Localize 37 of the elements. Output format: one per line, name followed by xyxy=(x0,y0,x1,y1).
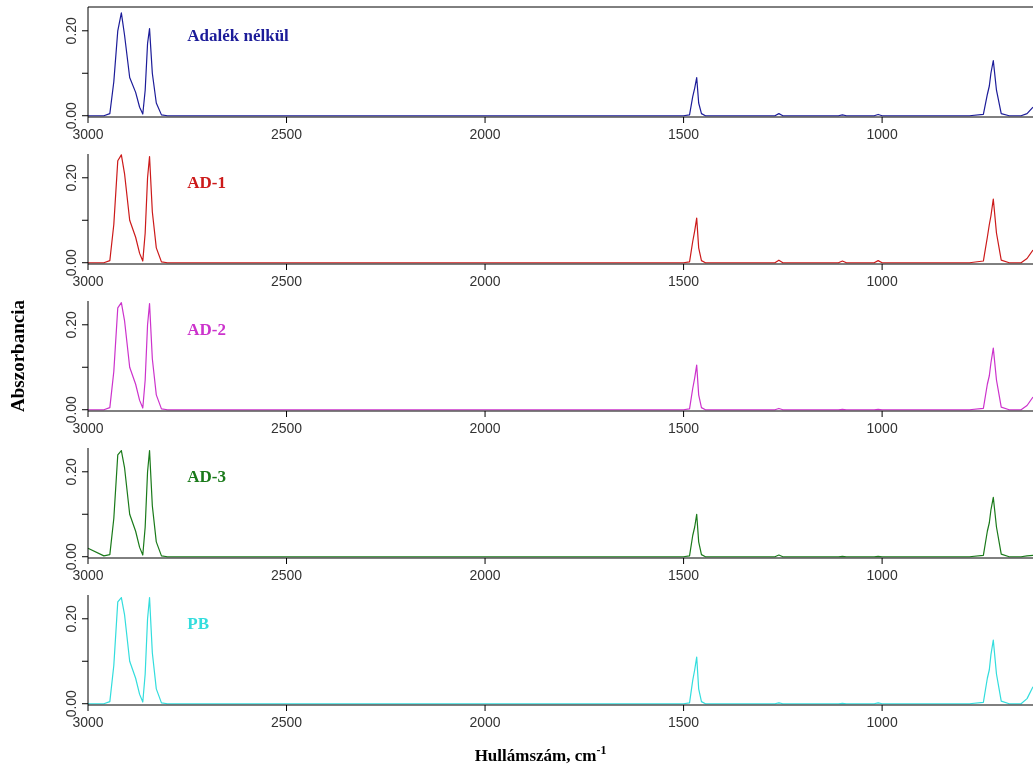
x-tick-label: 1000 xyxy=(866,420,898,436)
x-tick-label: 2500 xyxy=(270,714,303,730)
x-axis-title: Hullámszám, cm$^{-1}$ xyxy=(474,743,607,765)
x-tick-label: 2500 xyxy=(270,420,303,436)
text: Adalék nélkül xyxy=(187,26,290,45)
y-tick-label: 0.20 xyxy=(63,163,79,192)
x-tick-label: 1500 xyxy=(668,420,700,436)
text: AD-1 xyxy=(187,173,226,192)
x-tick-label: 2000 xyxy=(469,126,501,142)
x-tick-label: 1500 xyxy=(668,273,700,289)
x-tick-label: 1000 xyxy=(866,126,898,142)
y-tick-label: 0.00 xyxy=(63,248,79,277)
x-tick-label: 1500 xyxy=(668,714,700,730)
x-tick-label: 2000 xyxy=(469,714,501,730)
x-tick-label: 2000 xyxy=(469,567,501,583)
y-tick-label: 0.20 xyxy=(63,16,79,45)
x-tick-label: 1500 xyxy=(668,126,700,142)
text: PB xyxy=(187,614,209,633)
y-tick-label: 0.00 xyxy=(63,542,79,571)
x-tick-label: 2500 xyxy=(270,567,303,583)
y-tick-label: 0.20 xyxy=(63,310,79,339)
y-tick-label: 0.00 xyxy=(63,395,79,424)
text: AD-3 xyxy=(187,467,226,486)
y-tick-label: 0.20 xyxy=(63,604,79,633)
text: AD-2 xyxy=(187,320,226,339)
x-tick-label: 1000 xyxy=(866,567,898,583)
x-tick-label: 1000 xyxy=(866,273,898,289)
y-axis-title: Abszorbancia xyxy=(7,299,28,412)
x-tick-label: 2000 xyxy=(469,420,501,436)
y-tick-label: 0.00 xyxy=(63,101,79,130)
x-tick-label: 1500 xyxy=(668,567,700,583)
x-tick-label: 1000 xyxy=(866,714,898,730)
x-tick-label: 2500 xyxy=(270,273,303,289)
y-tick-label: 0.20 xyxy=(63,457,79,486)
x-tick-label: 2000 xyxy=(469,273,501,289)
y-tick-label: 0.00 xyxy=(63,689,79,718)
x-tick-label: 2500 xyxy=(270,126,303,142)
